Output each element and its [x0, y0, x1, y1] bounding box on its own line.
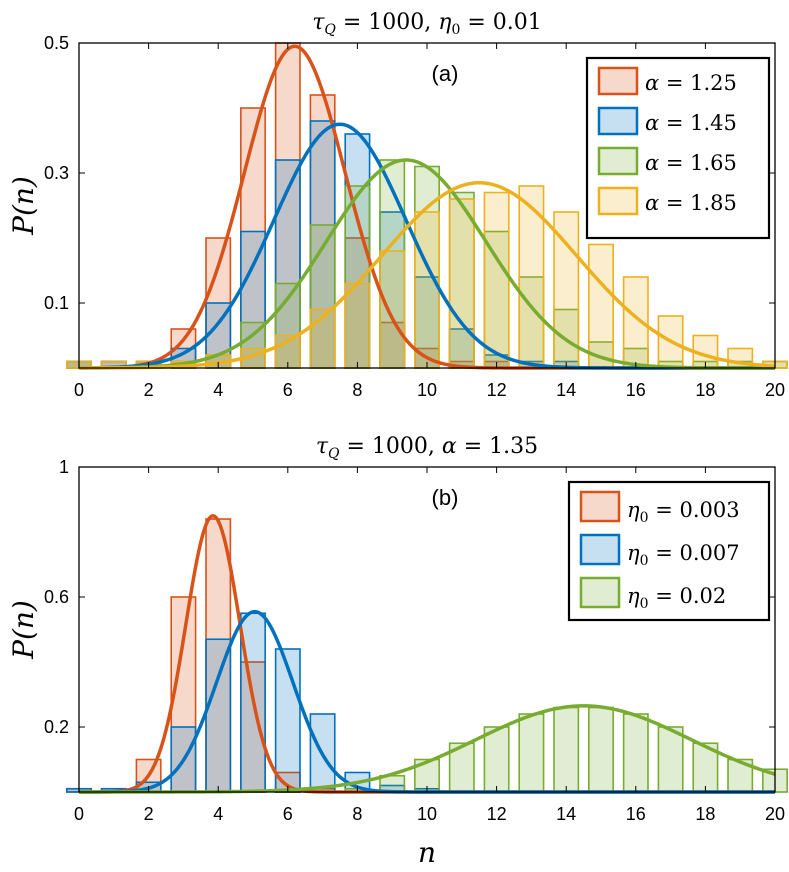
histogram-bar	[657, 726, 684, 793]
histogram-bar	[553, 706, 580, 793]
y-tick-label: 0.2	[44, 717, 69, 737]
x-tick-label: 12	[487, 804, 507, 824]
x-axis-label: n	[418, 836, 436, 869]
x-tick-label: 2	[144, 804, 154, 824]
y-tick-label: 0.1	[44, 293, 69, 313]
x-tick-label: 18	[695, 380, 715, 400]
histogram-bar	[518, 713, 545, 793]
x-tick-label: 6	[283, 804, 293, 824]
fit-curve-3	[78, 181, 776, 370]
legend-swatch	[597, 66, 639, 96]
x-tick-label: 10	[417, 380, 437, 400]
legend-entry: η0 = 0.007	[627, 541, 740, 569]
legend: η0 = 0.003 η0 = 0.007 η0 = 0.02	[567, 480, 771, 622]
histogram-bar	[448, 191, 475, 369]
panel-b: τQ = 1000, α = 1.35 0 2 4 6 8 10 12 14 16 18 20 0.2 0…	[7, 434, 788, 869]
x-tick-label: 0	[74, 804, 84, 824]
x-tick-label: 12	[487, 380, 507, 400]
histogram-bar	[448, 198, 475, 369]
x-tick-label: 4	[213, 804, 223, 824]
histogram-bar	[414, 211, 440, 369]
histogram-bar	[727, 758, 754, 793]
x-tick-label: 14	[556, 804, 576, 824]
histogram-bar	[588, 706, 614, 793]
histogram-bar	[274, 159, 301, 369]
x-tick-label: 20	[765, 804, 785, 824]
histogram-bar	[553, 211, 580, 369]
legend-entry: α = 1.25	[645, 71, 737, 95]
histogram-bar	[588, 243, 614, 369]
fit-curve-2	[78, 158, 776, 370]
x-tick-label: 18	[695, 804, 715, 824]
legend-swatch	[579, 490, 621, 523]
x-tick-label: 16	[626, 380, 646, 400]
x-tick-label: 8	[352, 804, 362, 824]
y-tick-label: 0.5	[44, 33, 69, 53]
x-tick-label: 16	[626, 804, 646, 824]
x-tick-label: 4	[213, 380, 223, 400]
legend-swatch	[597, 106, 639, 136]
x-tick-label: 14	[556, 380, 576, 400]
y-axis-label: P(n)	[7, 176, 40, 236]
legend-swatch	[597, 186, 639, 216]
y-axis-label: P(n)	[7, 600, 40, 660]
y-tick-label: 0.6	[44, 587, 69, 607]
chart-title: τQ = 1000, η0 = 0.01	[312, 10, 542, 38]
legend-entry: α = 1.45	[645, 111, 737, 135]
histogram-bar	[205, 638, 232, 793]
x-tick-label: 6	[283, 380, 293, 400]
legend-swatch	[579, 576, 621, 609]
panel-label: (b)	[432, 485, 459, 510]
x-tick-label: 0	[74, 380, 84, 400]
series-2-bars	[344, 706, 788, 793]
chart-title: τQ = 1000, α = 1.35	[316, 434, 538, 462]
y-tick-label: 0.3	[44, 163, 69, 183]
x-tick-label: 2	[144, 380, 154, 400]
histogram-bar	[240, 107, 266, 369]
legend-swatch	[597, 146, 639, 176]
panel-a: τQ = 1000, η0 = 0.01 0 2 4 6 8 10 12 14 16 18 20 0.1…	[7, 10, 788, 400]
histogram-bar	[344, 282, 371, 369]
histogram-bar	[379, 250, 406, 369]
y-tick-label: 1	[59, 457, 69, 477]
legend-entry: η0 = 0.003	[627, 498, 740, 526]
legend-entry: α = 1.65	[645, 151, 737, 175]
series-3-bars	[66, 185, 788, 369]
legend-entry: α = 1.85	[645, 191, 737, 215]
panel-label: (a)	[432, 61, 459, 86]
legend-swatch	[579, 533, 621, 566]
x-tick-label: 20	[765, 380, 785, 400]
legend: α = 1.25 α = 1.45 α = 1.65 α = 1.85	[585, 56, 771, 240]
legend-box	[567, 480, 771, 622]
histogram-bar	[483, 726, 510, 793]
histogram-bar	[483, 191, 510, 369]
histogram-bar	[622, 713, 649, 793]
legend-entry: η0 = 0.02	[627, 584, 726, 612]
x-tick-label: 10	[417, 804, 437, 824]
x-tick-label: 8	[352, 380, 362, 400]
